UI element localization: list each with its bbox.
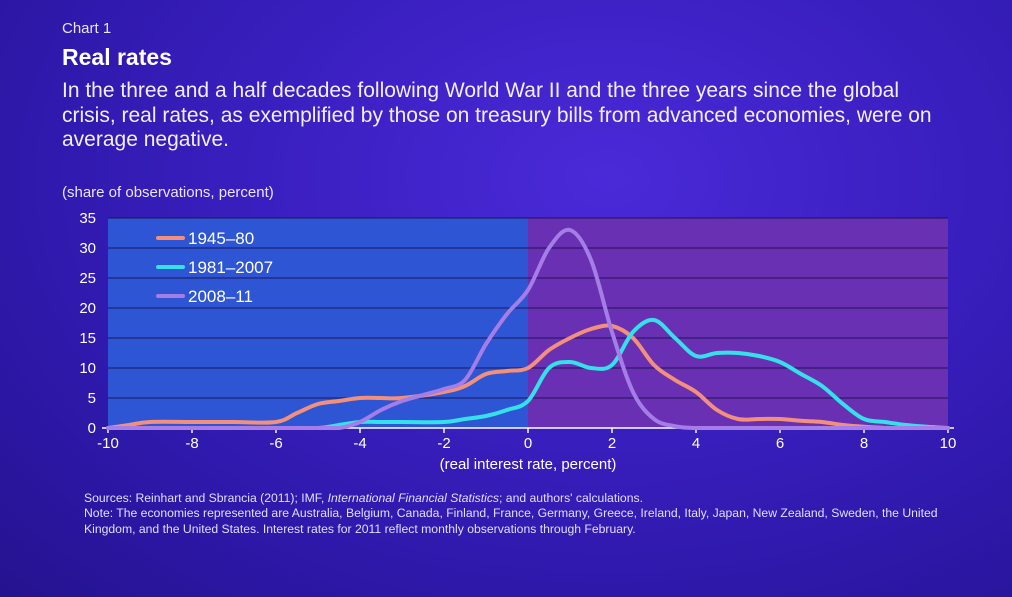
sources-italic: International Financial Statistics	[327, 491, 500, 505]
countries-note: Note: The economies represented are Aust…	[84, 506, 938, 536]
chart-notes: Sources: Reinhart and Sbrancia (2011); I…	[62, 491, 962, 537]
series-line-1	[106, 323, 950, 430]
x-axis-title: (real interest rate, percent)	[440, 456, 617, 473]
x-tick-label: 8	[860, 435, 868, 452]
y-tick-label: 35	[79, 210, 96, 227]
y-tick-label: 30	[79, 240, 96, 257]
legend-label: 1981–2007	[188, 258, 273, 277]
legend-label: 1945–80	[188, 229, 254, 248]
y-tick-label: 5	[88, 390, 96, 407]
chart-number-label: Chart 1	[62, 20, 112, 37]
shaded-region-1	[528, 218, 948, 428]
sources-prefix: Sources: Reinhart and Sbrancia (2011); I…	[84, 491, 328, 505]
y-tick-label: 0	[88, 420, 96, 437]
y-axis-unit-label: (share of observations, percent)	[62, 184, 274, 201]
x-tick-label: 0	[524, 435, 532, 452]
chart-title: Real rates	[62, 44, 172, 70]
x-tick-label: -2	[437, 435, 450, 452]
x-tick-label: 4	[692, 435, 700, 452]
y-tick-label: 10	[79, 360, 96, 377]
x-tick-label: 10	[940, 435, 957, 452]
x-tick-label: -4	[353, 435, 366, 452]
x-tick-label: 2	[608, 435, 616, 452]
chart-subtitle: In the three and a half decades followin…	[62, 79, 932, 151]
y-tick-label: 20	[79, 300, 96, 317]
x-tick-label: -10	[97, 435, 119, 452]
sources-note: Sources: Reinhart and Sbrancia (2011); I…	[62, 491, 962, 506]
x-tick-label: -8	[185, 435, 198, 452]
y-tick-label: 25	[79, 270, 96, 287]
sources-suffix: ; and authors' calculations.	[499, 491, 643, 505]
legend-label: 2008–11	[188, 287, 253, 306]
gridlines	[108, 217, 948, 399]
x-tick-label: 6	[776, 435, 784, 452]
y-tick-label: 15	[79, 330, 96, 347]
legend: 1945–80 1981–2007 2008–11	[156, 229, 273, 306]
x-tick-label: -6	[269, 435, 282, 452]
shaded-regions	[108, 218, 948, 428]
shaded-region-0	[108, 218, 528, 428]
series-lines	[106, 227, 950, 431]
series-line-3	[106, 227, 950, 431]
